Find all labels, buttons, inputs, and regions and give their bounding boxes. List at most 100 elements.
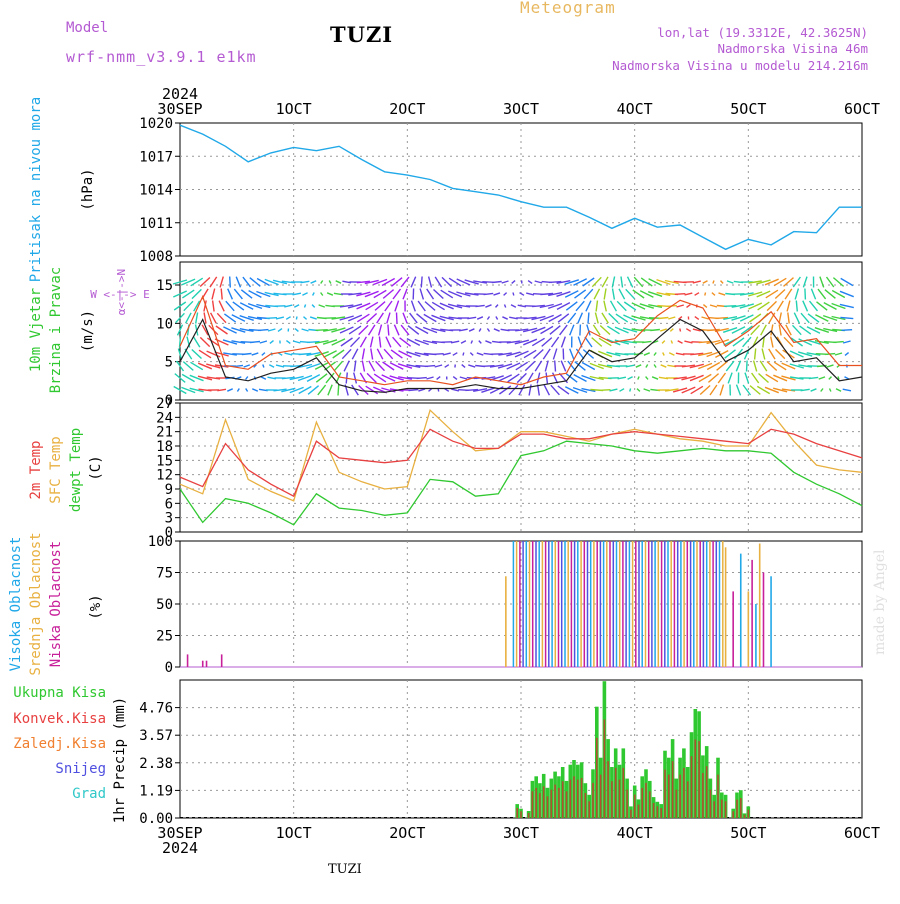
wind-arrow xyxy=(785,289,792,299)
wind-arrow xyxy=(441,290,453,298)
wind-arrow xyxy=(377,313,384,323)
wind-arrow xyxy=(357,314,369,322)
wind-arrow xyxy=(774,362,786,370)
precip-conv-bar xyxy=(653,803,655,818)
precip-conv-bar xyxy=(691,756,693,818)
wind-arrow xyxy=(845,353,849,356)
wind-arrow xyxy=(409,390,419,391)
wind-arrow xyxy=(654,353,656,356)
wind-arrow xyxy=(543,349,550,359)
wind-arrow xyxy=(619,289,625,299)
wind-arrow xyxy=(494,293,501,295)
wind-arrow xyxy=(417,378,427,379)
wind-arrow xyxy=(263,365,264,368)
wind-arrow xyxy=(769,313,775,323)
wind-arrow xyxy=(338,385,339,396)
wind-arrow xyxy=(379,325,382,336)
wind-arrow xyxy=(425,366,435,367)
wind-arrow xyxy=(819,377,825,379)
wind-arrow xyxy=(555,361,556,372)
precip-conv-bar xyxy=(645,783,647,818)
wind-arrow xyxy=(829,377,832,380)
wind-arrow xyxy=(471,341,472,344)
wind-arrow xyxy=(276,365,284,367)
wind-arrow xyxy=(286,341,290,344)
wind-arrow xyxy=(427,289,434,299)
wind-arrow xyxy=(607,326,619,334)
wind-arrow xyxy=(761,325,767,335)
wind-arrow xyxy=(680,329,681,332)
wind-arrow xyxy=(668,317,675,319)
wind-arrow xyxy=(702,317,709,319)
wind-arrow xyxy=(562,337,566,348)
wind-arrow xyxy=(721,281,724,284)
precip-legend-item: Konvek.Kisa xyxy=(13,711,106,727)
wind-arrow xyxy=(304,317,307,320)
y-tick-label-2: 27 xyxy=(156,396,173,412)
precip-conv-bar xyxy=(679,775,681,818)
wind-arrow xyxy=(766,290,778,298)
wind-arrow xyxy=(284,305,292,307)
wind-arrow xyxy=(451,389,459,391)
model-label: Model xyxy=(66,20,108,36)
precip-conv-bar xyxy=(736,800,738,818)
wind-arrow xyxy=(276,317,284,319)
wind-arrow xyxy=(610,389,618,391)
wind-arrow xyxy=(602,277,608,287)
credit-watermark: made by Angel xyxy=(872,545,892,655)
wind-arrow xyxy=(362,349,364,360)
wind-arrow xyxy=(827,277,834,287)
time-tick-top: 5OCT xyxy=(730,100,766,118)
precip-conv-bar xyxy=(664,770,666,818)
precip-conv-bar xyxy=(668,775,670,818)
y-tick-label-3: 0 xyxy=(165,660,173,676)
wind-arrow xyxy=(443,353,451,355)
wind-arrow xyxy=(526,293,534,295)
wind-arrow xyxy=(513,293,514,296)
wind-arrow xyxy=(366,386,378,394)
wind-arrow xyxy=(552,337,559,347)
wind-arrow xyxy=(760,361,767,371)
wind-arrow xyxy=(313,293,315,296)
time-tick-bottom: 3OCT xyxy=(503,824,539,842)
time-tick-top: 4OCT xyxy=(617,100,653,118)
wind-arrow xyxy=(576,349,584,359)
y-tick-label-0: 1017 xyxy=(139,149,173,165)
wind-arrow xyxy=(652,377,658,379)
wind-arrow xyxy=(570,325,574,336)
wind-arrow xyxy=(278,329,282,332)
wind-arrow xyxy=(477,353,484,355)
wind-arrow xyxy=(755,349,756,360)
wind-arrow xyxy=(686,329,690,332)
wind-arrow xyxy=(803,301,808,312)
wind-arrow xyxy=(811,389,817,391)
wind-arrow xyxy=(580,325,581,336)
wind-arrow xyxy=(766,374,778,381)
wind-arrow xyxy=(319,305,325,307)
wind-arrow xyxy=(494,329,500,331)
wind-arrow xyxy=(412,301,416,312)
wind-arrow xyxy=(470,353,473,356)
wind-arrow xyxy=(654,365,656,368)
wind-arrow xyxy=(191,278,203,286)
wind-arrow xyxy=(403,313,407,324)
model-name: wrf-nmm_v3.9.1 e1km xyxy=(66,48,257,66)
low-cloud-label: Niska Oblacnost xyxy=(48,541,64,667)
precip-conv-bar xyxy=(721,800,723,818)
wind-arrow xyxy=(644,389,650,391)
wind-arrow xyxy=(310,317,317,319)
time-tick-top: 6OCT xyxy=(844,100,880,118)
precip-conv-bar xyxy=(520,811,522,818)
wind-arrow xyxy=(803,277,807,288)
wind-arrow xyxy=(805,289,806,300)
precip-conv-bar xyxy=(539,793,541,818)
wind-arrow xyxy=(585,337,592,347)
wind-arrow xyxy=(671,341,672,344)
wind-arrow xyxy=(321,281,323,284)
time-tick-bottom: 4OCT xyxy=(617,824,653,842)
y-tick-label-1: 5 xyxy=(165,355,173,371)
wind-arrow xyxy=(237,389,239,392)
y-tick-label-4: 1.19 xyxy=(139,783,173,799)
wind-arrow xyxy=(435,365,442,367)
